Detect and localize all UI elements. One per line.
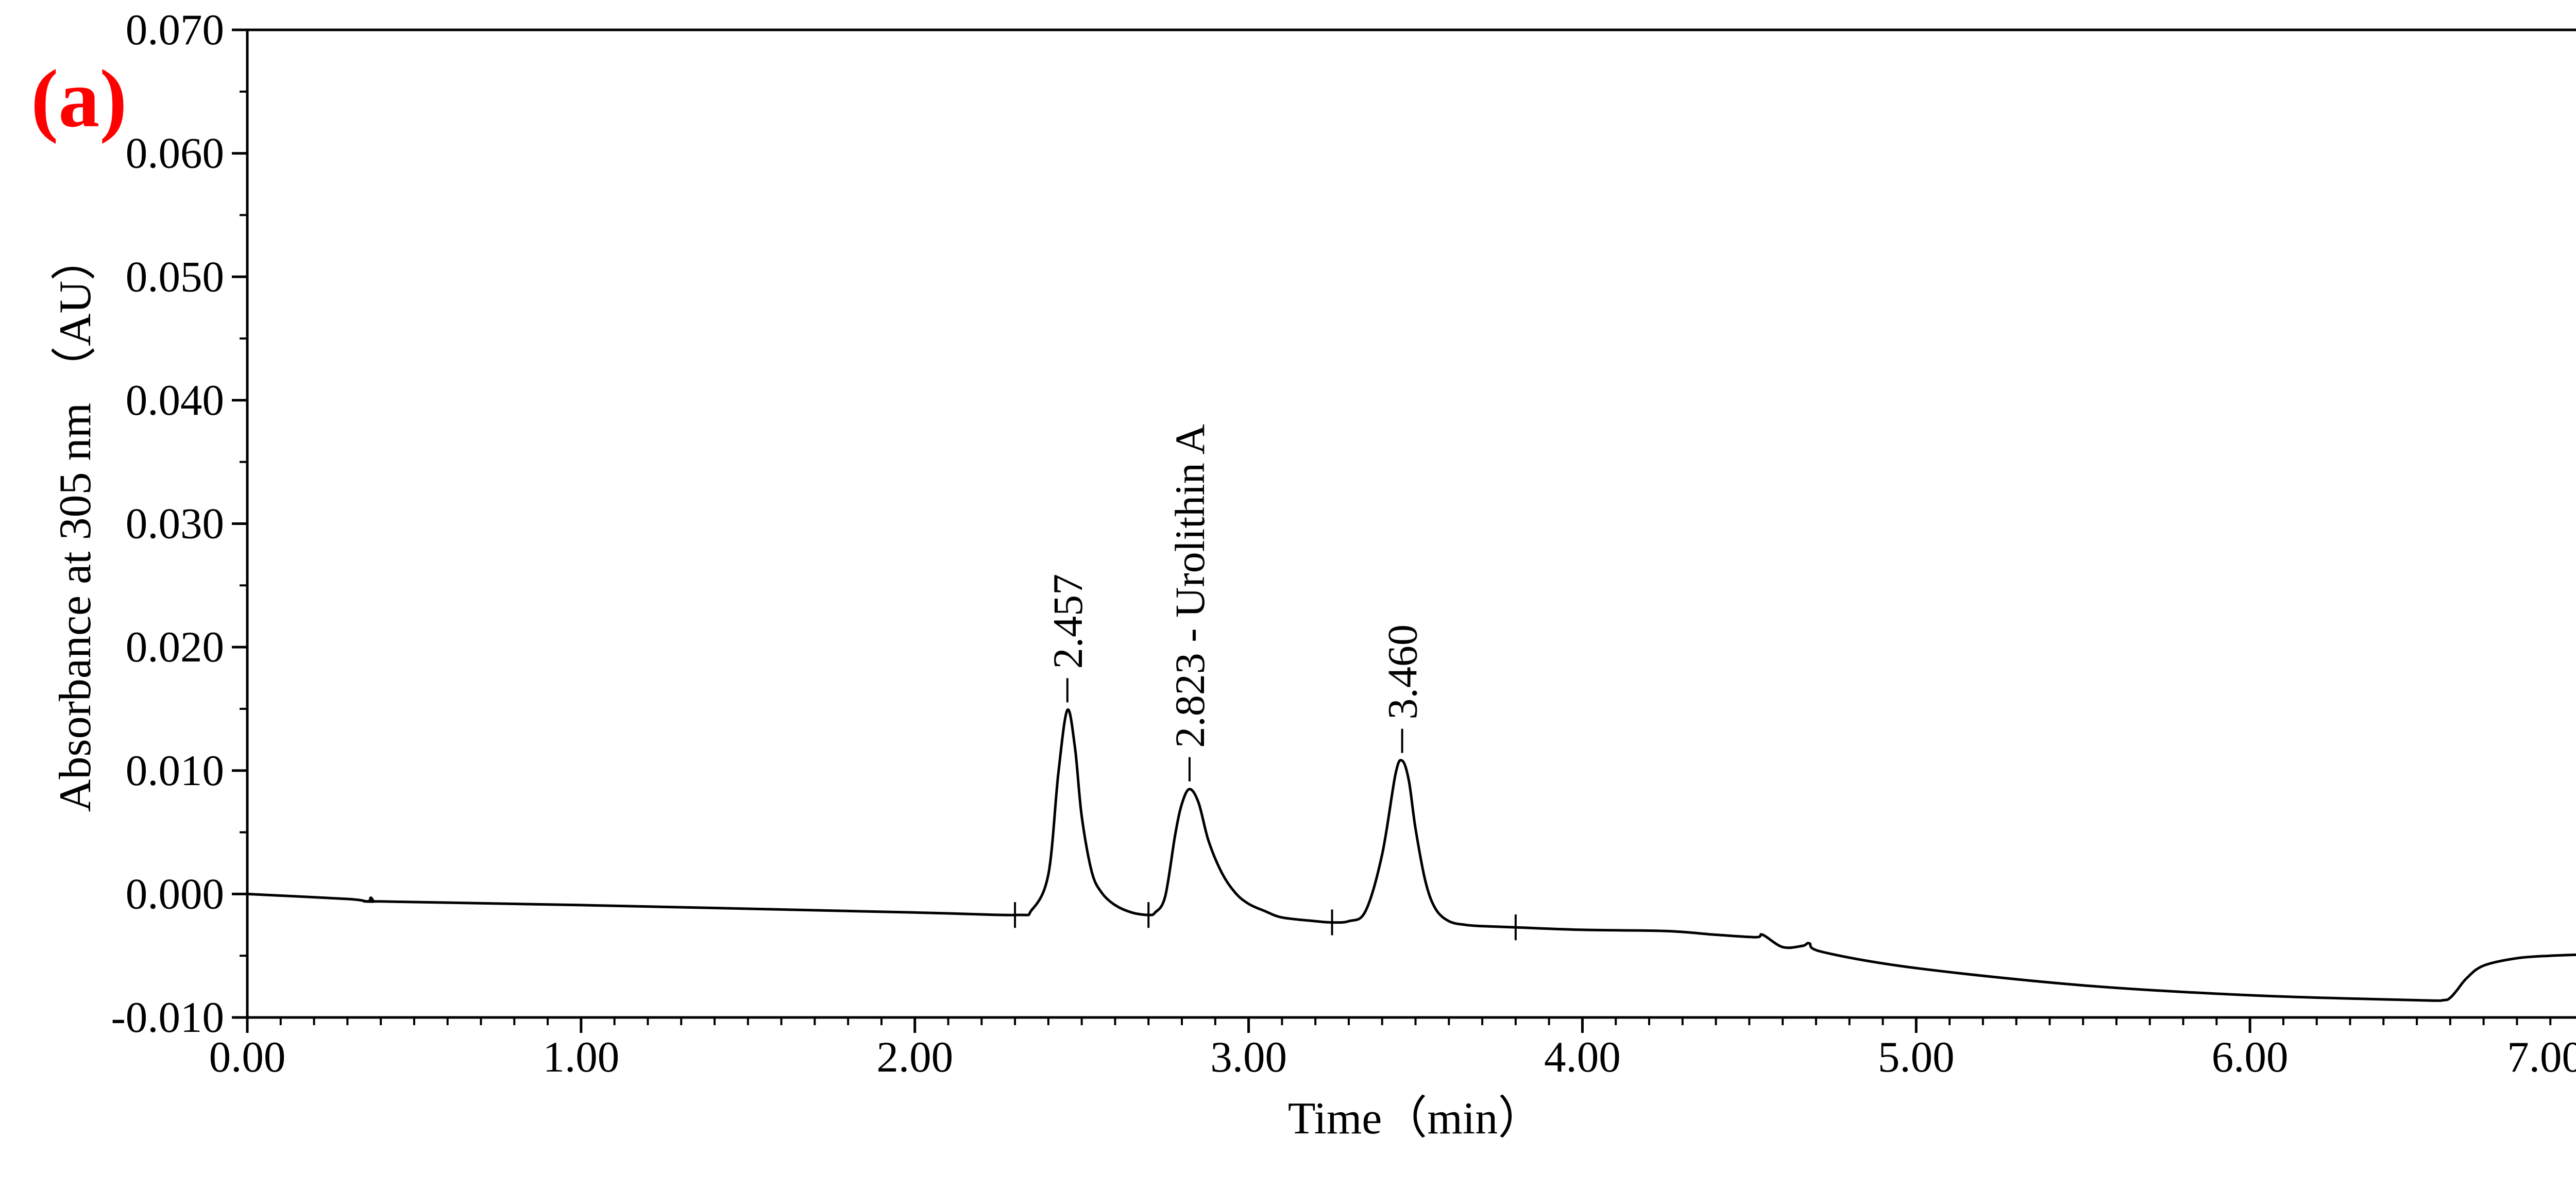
x-tick-label: 0.00 <box>209 1033 286 1081</box>
x-tick-label: 3.00 <box>1210 1033 1287 1081</box>
x-tick-label: 2.00 <box>876 1033 953 1081</box>
x-tick-label: 7.00 <box>2507 1033 2576 1081</box>
x-axis-label: Time（min） <box>1288 1094 1544 1144</box>
peak-label: 3.460 <box>1379 624 1426 720</box>
x-tick-label: 6.00 <box>2212 1033 2289 1081</box>
peak-annotations: 2.457 2.823 - Urolithin A 3.460 <box>1044 424 1426 782</box>
x-axis-ticks: 0.00 1.00 2.00 3.00 4.00 5.00 6.00 7.00 <box>209 1017 2576 1081</box>
y-tick-label: 0.000 <box>126 870 224 918</box>
x-tick-label: 4.00 <box>1544 1033 1621 1081</box>
y-tick-label: 0.020 <box>126 623 224 671</box>
y-axis-label: Absorbance at 305 nm （AU） <box>50 235 100 812</box>
y-tick-label: 0.050 <box>126 252 224 301</box>
peak-label: 2.457 <box>1044 574 1091 669</box>
x-tick-label: 5.00 <box>1878 1033 1955 1081</box>
panel-label: (a) <box>31 53 127 144</box>
chromatogram-trace <box>247 708 2576 1002</box>
y-tick-label: 0.060 <box>126 129 224 178</box>
integration-markers <box>1014 902 1517 941</box>
plot-frame <box>246 28 2576 1019</box>
y-tick-label: 0.030 <box>126 500 224 548</box>
peak-label: 2.823 - Urolithin A <box>1166 424 1213 748</box>
x-tick-label: 1.00 <box>543 1033 619 1081</box>
y-tick-label: 0.040 <box>126 376 224 424</box>
y-tick-label: 0.010 <box>126 746 224 795</box>
y-tick-label: -0.010 <box>111 993 224 1042</box>
y-tick-label: 0.070 <box>126 6 224 54</box>
y-axis-ticks: -0.010 0.000 0.010 0.020 0.030 0.040 0.050 0.06… <box>111 6 247 1042</box>
